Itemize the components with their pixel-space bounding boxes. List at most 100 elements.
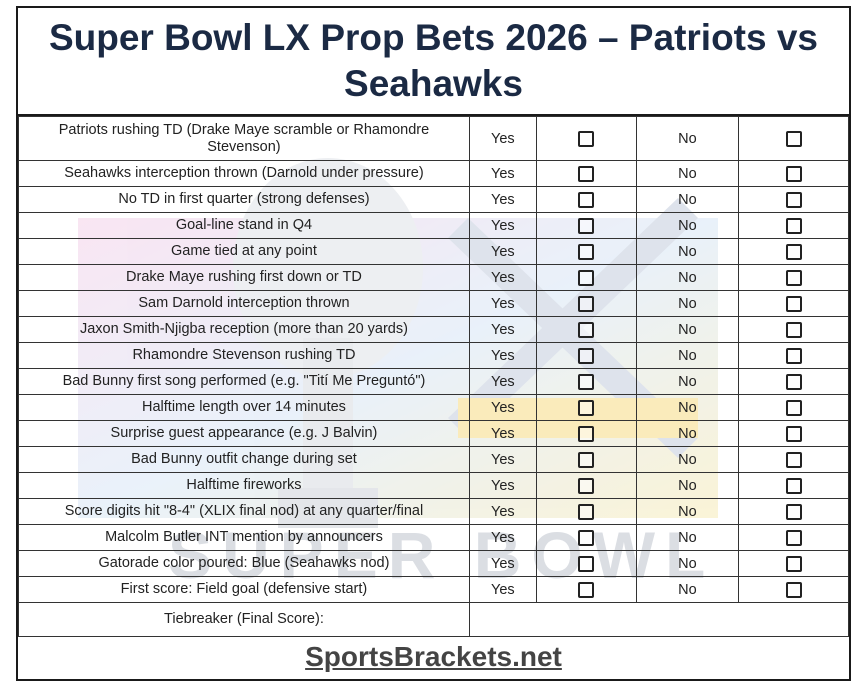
prop-question: Drake Maye rushing first down or TD — [18, 264, 470, 291]
no-checkbox[interactable] — [785, 425, 802, 442]
no-checkbox[interactable] — [785, 399, 802, 416]
yes-label: Yes — [468, 524, 537, 551]
tiebreaker-input[interactable] — [468, 602, 849, 637]
no-checkbox[interactable] — [785, 217, 802, 234]
yes-label: Yes — [468, 420, 537, 447]
prop-row: Bad Bunny outfit change during set Yes No — [18, 446, 849, 473]
prop-question: Rhamondre Stevenson rushing TD — [18, 342, 470, 369]
prop-row: Gatorade color poured: Blue (Seahawks no… — [18, 550, 849, 577]
no-checkbox[interactable] — [785, 477, 802, 494]
yes-checkbox[interactable] — [578, 191, 595, 208]
no-checkbox[interactable] — [785, 321, 802, 338]
no-label: No — [635, 368, 740, 395]
prop-question: No TD in first quarter (strong defenses) — [18, 186, 470, 213]
prop-row: Bad Bunny first song performed (e.g. "Ti… — [18, 368, 849, 395]
yes-checkbox[interactable] — [578, 425, 595, 442]
yes-checkbox[interactable] — [578, 581, 595, 598]
no-checkbox[interactable] — [785, 451, 802, 468]
prop-question: Malcolm Butler INT mention by announcers — [18, 524, 470, 551]
prop-row: Halftime fireworks Yes No — [18, 472, 849, 499]
prop-row: First score: Field goal (defensive start… — [18, 576, 849, 603]
yes-checkbox[interactable] — [578, 347, 595, 364]
yes-label: Yes — [468, 212, 537, 239]
yes-label: Yes — [468, 342, 537, 369]
prop-question: Bad Bunny outfit change during set — [18, 446, 470, 473]
yes-checkbox[interactable] — [578, 165, 595, 182]
prop-question: Bad Bunny first song performed (e.g. "Ti… — [18, 368, 470, 395]
yes-checkbox[interactable] — [578, 529, 595, 546]
yes-checkbox[interactable] — [578, 269, 595, 286]
prop-row: Drake Maye rushing first down or TD Yes No — [18, 264, 849, 291]
prop-row: Patriots rushing TD (Drake Maye scramble… — [18, 116, 849, 161]
no-checkbox[interactable] — [785, 269, 802, 286]
prop-row: Game tied at any point Yes No — [18, 238, 849, 265]
prop-question: First score: Field goal (defensive start… — [18, 576, 470, 603]
tiebreaker-row: Tiebreaker (Final Score): — [18, 602, 849, 637]
yes-checkbox[interactable] — [578, 503, 595, 520]
prop-question: Seahawks interception thrown (Darnold un… — [18, 160, 470, 187]
prop-question: Surprise guest appearance (e.g. J Balvin… — [18, 420, 470, 447]
sheet-title: Super Bowl LX Prop Bets 2026 – Patriots … — [18, 8, 849, 116]
yes-checkbox[interactable] — [578, 243, 595, 260]
yes-checkbox[interactable] — [578, 555, 595, 572]
no-label: No — [635, 160, 740, 187]
prop-row: Surprise guest appearance (e.g. J Balvin… — [18, 420, 849, 447]
no-checkbox[interactable] — [785, 529, 802, 546]
tiebreaker-label: Tiebreaker (Final Score): — [18, 602, 470, 637]
props-table: Patriots rushing TD (Drake Maye scramble… — [18, 116, 849, 637]
no-label: No — [635, 498, 740, 525]
yes-label: Yes — [468, 498, 537, 525]
prop-row: Malcolm Butler INT mention by announcers… — [18, 524, 849, 551]
no-checkbox[interactable] — [785, 503, 802, 520]
prop-question: Game tied at any point — [18, 238, 470, 265]
prop-question: Gatorade color poured: Blue (Seahawks no… — [18, 550, 470, 577]
yes-label: Yes — [468, 394, 537, 421]
yes-checkbox[interactable] — [578, 321, 595, 338]
no-label: No — [635, 342, 740, 369]
no-label: No — [635, 290, 740, 317]
no-checkbox[interactable] — [785, 373, 802, 390]
no-label: No — [635, 264, 740, 291]
yes-label: Yes — [468, 316, 537, 343]
prop-row: Sam Darnold interception thrown Yes No — [18, 290, 849, 317]
prop-row: Score digits hit "8-4" (XLIX final nod) … — [18, 498, 849, 525]
yes-checkbox[interactable] — [578, 130, 595, 147]
no-label: No — [635, 212, 740, 239]
yes-label: Yes — [468, 576, 537, 603]
no-checkbox[interactable] — [785, 243, 802, 260]
no-checkbox[interactable] — [785, 347, 802, 364]
footer-brand-link[interactable]: SportsBrackets.net — [305, 641, 562, 672]
prop-question: Goal-line stand in Q4 — [18, 212, 470, 239]
prop-question: Halftime fireworks — [18, 472, 470, 499]
yes-label: Yes — [468, 446, 537, 473]
no-checkbox[interactable] — [785, 191, 802, 208]
yes-checkbox[interactable] — [578, 451, 595, 468]
yes-label: Yes — [468, 116, 537, 161]
prop-question: Score digits hit "8-4" (XLIX final nod) … — [18, 498, 470, 525]
yes-label: Yes — [468, 368, 537, 395]
yes-label: Yes — [468, 160, 537, 187]
prop-question: Halftime length over 14 minutes — [18, 394, 470, 421]
no-label: No — [635, 472, 740, 499]
no-checkbox[interactable] — [785, 130, 802, 147]
no-checkbox[interactable] — [785, 581, 802, 598]
prop-row: Rhamondre Stevenson rushing TD Yes No — [18, 342, 849, 369]
yes-checkbox[interactable] — [578, 295, 595, 312]
footer: SportsBrackets.net — [18, 635, 849, 679]
prop-question: Sam Darnold interception thrown — [18, 290, 470, 317]
prop-row: Jaxon Smith-Njigba reception (more than … — [18, 316, 849, 343]
no-checkbox[interactable] — [785, 555, 802, 572]
yes-label: Yes — [468, 472, 537, 499]
no-checkbox[interactable] — [785, 295, 802, 312]
no-label: No — [635, 446, 740, 473]
no-checkbox[interactable] — [785, 165, 802, 182]
yes-checkbox[interactable] — [578, 217, 595, 234]
no-label: No — [635, 550, 740, 577]
yes-checkbox[interactable] — [578, 477, 595, 494]
prop-row: Goal-line stand in Q4 Yes No — [18, 212, 849, 239]
yes-checkbox[interactable] — [578, 399, 595, 416]
no-label: No — [635, 394, 740, 421]
yes-checkbox[interactable] — [578, 373, 595, 390]
yes-label: Yes — [468, 238, 537, 265]
prop-row: Halftime length over 14 minutes Yes No — [18, 394, 849, 421]
